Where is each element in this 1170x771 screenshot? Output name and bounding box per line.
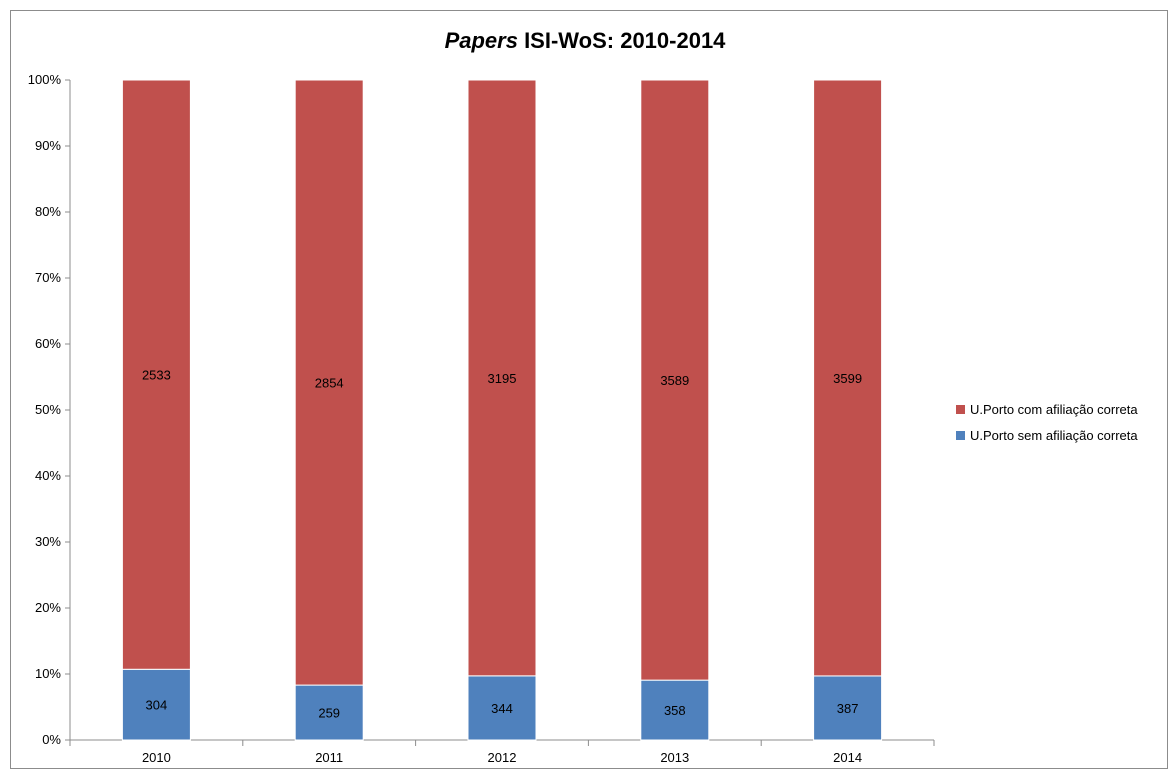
x-tick-label: 2014 [833, 750, 862, 765]
x-tick-label: 2012 [488, 750, 517, 765]
data-label-sem-2011: 259 [318, 706, 340, 721]
y-tick-label: 90% [35, 138, 61, 153]
y-tick-label: 100% [28, 72, 62, 87]
bar-com-2014 [813, 79, 883, 677]
y-tick-label: 20% [35, 600, 61, 615]
legend-item-sem: U.Porto sem afiliação correta [956, 422, 1138, 448]
data-label-sem-2014: 387 [837, 701, 859, 716]
data-label-com-2013: 3589 [660, 373, 689, 388]
bar-sem-2011 [294, 684, 364, 741]
y-tick-label: 60% [35, 336, 61, 351]
data-label-sem-2010: 304 [146, 698, 168, 713]
legend-label-sem: U.Porto sem afiliação correta [970, 427, 1138, 443]
data-label-com-2011: 2854 [315, 376, 344, 391]
bar-com-2011 [294, 79, 364, 686]
legend-label-com: U.Porto com afiliação correta [970, 401, 1138, 417]
bar-sem-2014 [813, 675, 883, 741]
data-label-sem-2013: 358 [664, 703, 686, 718]
legend-swatch-com [956, 404, 965, 414]
legend: U.Porto com afiliação correta U.Porto se… [956, 396, 1138, 448]
chart-frame [10, 10, 1168, 769]
legend-item-com: U.Porto com afiliação correta [956, 396, 1138, 422]
chart-title-italic: Papers [444, 28, 518, 53]
y-tick-label: 30% [35, 534, 61, 549]
chart-title-rest: ISI-WoS: 2010-2014 [517, 28, 726, 53]
data-label-com-2012: 3195 [488, 371, 517, 386]
data-label-sem-2012: 344 [491, 701, 513, 716]
x-tick-label: 2010 [142, 750, 171, 765]
data-label-com-2010: 2533 [142, 368, 171, 383]
chart-title: Papers ISI-WoS: 2010-2014 [0, 28, 1170, 54]
bar-sem-2010 [121, 668, 191, 741]
bar-sem-2013 [640, 679, 710, 741]
bar-com-2012 [467, 79, 537, 677]
y-tick-label: 80% [35, 204, 61, 219]
legend-swatch-sem [956, 430, 965, 440]
x-tick-label: 2011 [315, 750, 343, 765]
y-tick-label: 50% [35, 402, 61, 417]
y-tick-label: 10% [35, 666, 61, 681]
bar-com-2013 [640, 79, 710, 681]
bar-com-2010 [121, 79, 191, 670]
y-tick-label: 40% [35, 468, 61, 483]
data-label-com-2014: 3599 [833, 371, 862, 386]
x-tick-label: 2013 [660, 750, 689, 765]
y-tick-label: 0% [42, 732, 61, 747]
y-tick-label: 70% [35, 270, 61, 285]
